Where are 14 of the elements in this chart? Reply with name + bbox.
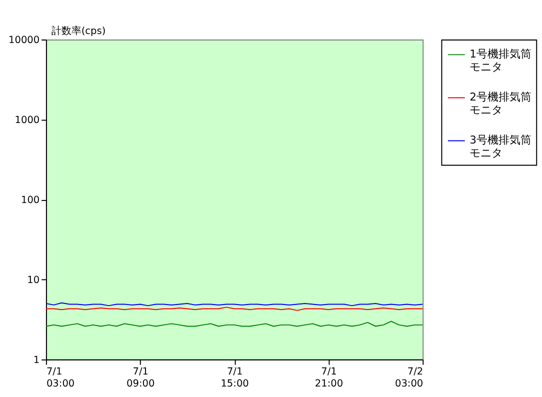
legend-label: 2号機排気筒モニタ (470, 90, 532, 116)
y-tick-label: 10 (27, 274, 40, 286)
y-tick-label: 100 (20, 194, 40, 206)
legend-label: 1号機排気筒モニタ (470, 48, 532, 74)
x-tick-label: 7/2 03:00 (394, 366, 424, 390)
x-tick-label: 7/1 09:00 (126, 366, 155, 390)
legend-label: 3号機排気筒モニタ (470, 134, 532, 160)
y-tick-label: 1 (33, 354, 40, 366)
y-tick-label: 1000 (14, 114, 40, 126)
y-tick-label: 10000 (8, 34, 40, 46)
y-axis-title: 計数率(cps) (51, 25, 106, 38)
x-tick-label: 7/1 03:00 (46, 366, 75, 390)
x-tick-label: 7/1 21:00 (314, 366, 344, 390)
x-tick-label: 7/1 15:00 (220, 366, 249, 390)
